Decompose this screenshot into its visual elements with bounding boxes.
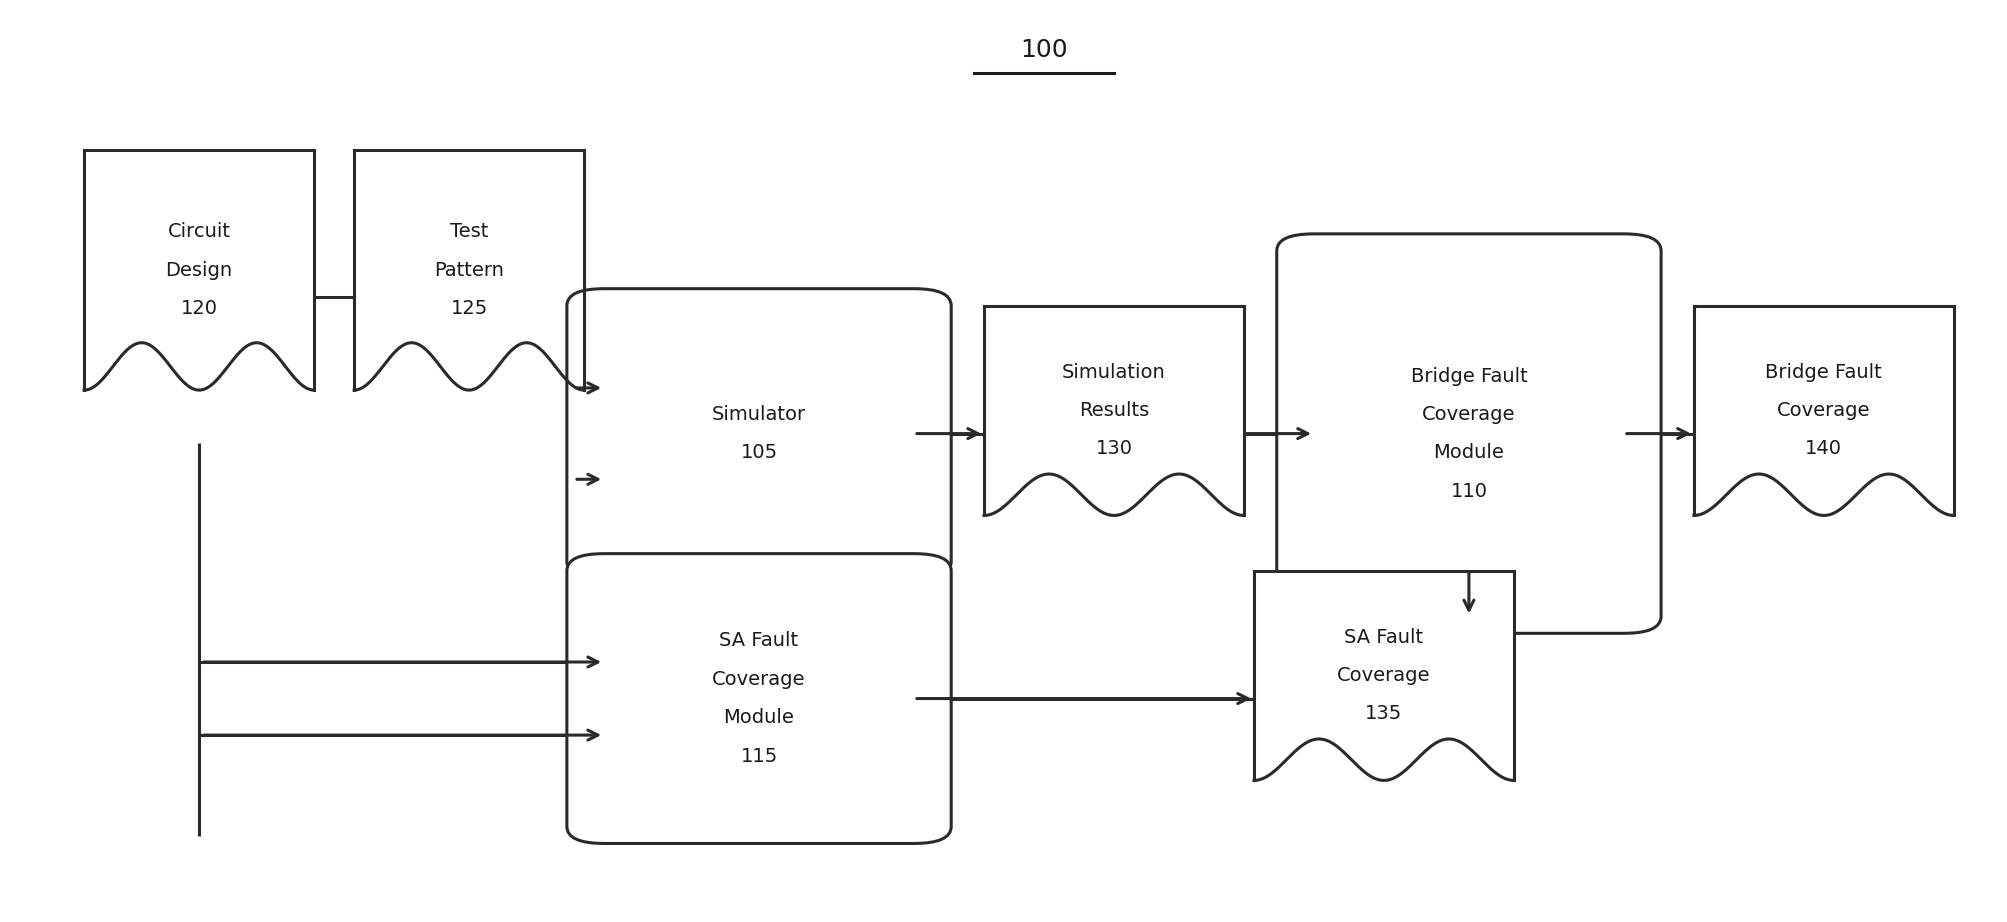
FancyBboxPatch shape	[1276, 234, 1660, 633]
Text: 135: 135	[1365, 704, 1401, 724]
Text: 130: 130	[1096, 440, 1132, 458]
Text: SA Fault: SA Fault	[1345, 628, 1423, 646]
Text: 120: 120	[181, 299, 217, 318]
Text: Module: Module	[723, 708, 795, 727]
FancyBboxPatch shape	[566, 289, 951, 578]
Text: 125: 125	[450, 299, 488, 318]
Text: 110: 110	[1449, 481, 1487, 501]
Text: Simulator: Simulator	[712, 405, 805, 424]
Text: SA Fault: SA Fault	[719, 632, 799, 651]
Text: Bridge Fault: Bridge Fault	[1409, 367, 1527, 385]
Text: Circuit: Circuit	[167, 222, 231, 242]
Text: Simulation: Simulation	[1062, 362, 1166, 382]
Text: 105: 105	[741, 443, 777, 462]
Text: 115: 115	[741, 747, 777, 765]
Polygon shape	[1694, 306, 1953, 515]
Text: 140: 140	[1804, 440, 1842, 458]
Text: 100: 100	[1020, 38, 1068, 62]
Text: Coverage: Coverage	[712, 670, 805, 689]
Text: Design: Design	[165, 261, 233, 279]
Polygon shape	[983, 306, 1244, 515]
Polygon shape	[84, 150, 313, 390]
Text: Coverage: Coverage	[1421, 405, 1515, 424]
Text: Results: Results	[1078, 401, 1148, 420]
Text: Bridge Fault: Bridge Fault	[1764, 362, 1881, 382]
Text: Coverage: Coverage	[1337, 666, 1429, 685]
FancyBboxPatch shape	[566, 553, 951, 844]
Text: Module: Module	[1433, 443, 1503, 462]
Text: Coverage: Coverage	[1776, 401, 1871, 420]
Polygon shape	[353, 150, 584, 390]
Text: Pattern: Pattern	[434, 261, 504, 279]
Text: Test: Test	[450, 222, 488, 242]
Polygon shape	[1252, 571, 1513, 780]
